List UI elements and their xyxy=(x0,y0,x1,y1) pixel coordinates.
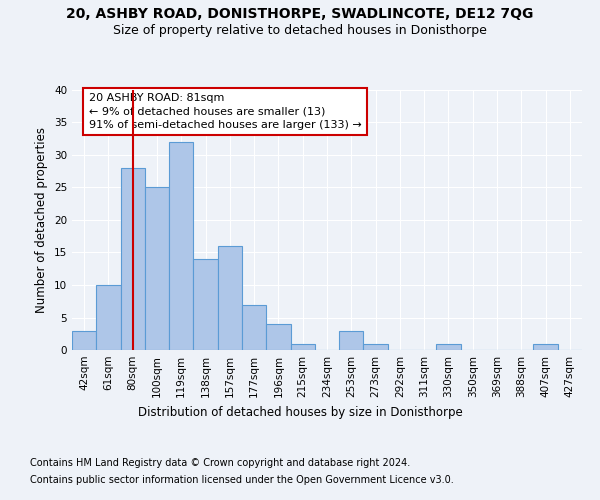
Bar xyxy=(193,259,218,350)
Bar xyxy=(339,330,364,350)
Bar xyxy=(145,188,169,350)
Bar xyxy=(290,344,315,350)
Text: Size of property relative to detached houses in Donisthorpe: Size of property relative to detached ho… xyxy=(113,24,487,37)
Text: Contains HM Land Registry data © Crown copyright and database right 2024.: Contains HM Land Registry data © Crown c… xyxy=(30,458,410,468)
Text: 20 ASHBY ROAD: 81sqm
← 9% of detached houses are smaller (13)
91% of semi-detach: 20 ASHBY ROAD: 81sqm ← 9% of detached ho… xyxy=(89,93,362,130)
Text: Contains public sector information licensed under the Open Government Licence v3: Contains public sector information licen… xyxy=(30,475,454,485)
Bar xyxy=(169,142,193,350)
Text: Distribution of detached houses by size in Donisthorpe: Distribution of detached houses by size … xyxy=(137,406,463,419)
Bar xyxy=(218,246,242,350)
Bar xyxy=(242,304,266,350)
Bar xyxy=(96,285,121,350)
Text: 20, ASHBY ROAD, DONISTHORPE, SWADLINCOTE, DE12 7QG: 20, ASHBY ROAD, DONISTHORPE, SWADLINCOTE… xyxy=(67,8,533,22)
Bar xyxy=(121,168,145,350)
Bar xyxy=(266,324,290,350)
Bar xyxy=(436,344,461,350)
Bar xyxy=(364,344,388,350)
Y-axis label: Number of detached properties: Number of detached properties xyxy=(35,127,49,313)
Bar xyxy=(72,330,96,350)
Bar xyxy=(533,344,558,350)
